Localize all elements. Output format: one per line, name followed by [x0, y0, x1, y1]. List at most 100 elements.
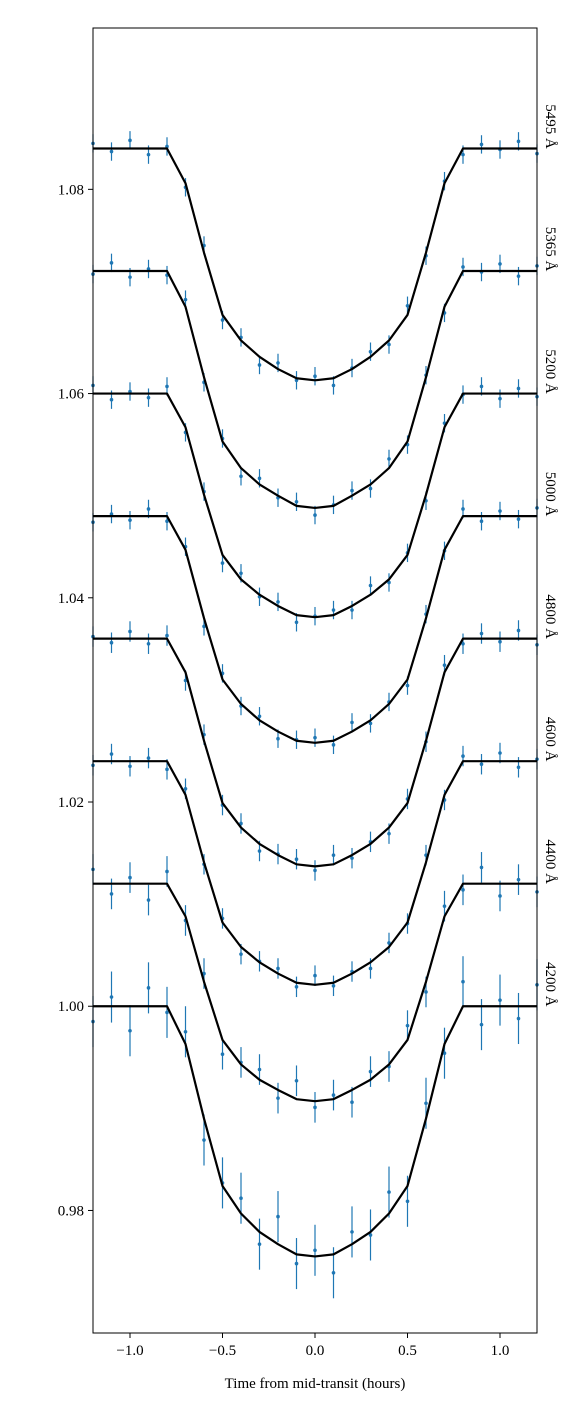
data-point — [276, 1214, 280, 1219]
model-line — [93, 147, 537, 382]
data-point — [331, 383, 336, 388]
data-point — [350, 608, 354, 612]
data-point — [479, 519, 484, 524]
data-point — [498, 262, 502, 266]
data-point — [516, 517, 521, 521]
y-tick-label: 1.00 — [58, 999, 84, 1015]
data-point — [461, 265, 465, 269]
data-point — [257, 363, 262, 367]
data-point — [516, 628, 521, 633]
data-point — [202, 971, 206, 976]
data-point — [350, 720, 354, 725]
data-point — [516, 765, 521, 770]
x-tick-label: −1.0 — [116, 1343, 143, 1359]
data-point — [220, 1052, 225, 1057]
data-point — [498, 751, 502, 755]
data-point — [387, 342, 391, 347]
model-line — [93, 882, 537, 1103]
series-label: 4800 Å — [542, 594, 558, 639]
data-point — [128, 138, 132, 143]
data-point — [109, 640, 114, 645]
data-point — [368, 349, 373, 354]
model-line — [93, 760, 537, 986]
data-point — [239, 571, 243, 576]
data-point — [368, 966, 373, 971]
data-point — [405, 1023, 410, 1028]
model-line — [93, 514, 537, 744]
data-point — [165, 1010, 169, 1015]
data-point — [331, 608, 336, 612]
data-point — [479, 865, 484, 870]
data-point — [165, 767, 169, 772]
y-tick-label: 1.04 — [58, 591, 85, 607]
x-axis-label: Time from mid-transit (hours) — [225, 1376, 406, 1392]
data-point — [516, 274, 521, 278]
data-point — [313, 973, 317, 978]
data-point — [331, 743, 336, 747]
data-point — [479, 384, 484, 389]
series-label: 4400 Å — [542, 839, 558, 884]
data-point — [442, 1051, 447, 1056]
y-tick-label: 1.02 — [58, 795, 84, 811]
data-point — [405, 1199, 410, 1204]
data-point — [128, 518, 132, 522]
series-label: 4600 Å — [542, 717, 558, 762]
data-point — [387, 1190, 391, 1194]
data-point — [516, 1016, 521, 1021]
data-point — [313, 374, 317, 379]
data-point — [257, 849, 262, 853]
data-point — [128, 275, 132, 279]
data-point — [257, 1067, 262, 1072]
data-point — [276, 1096, 280, 1100]
data-point — [146, 986, 151, 990]
data-point — [109, 995, 114, 999]
data-point — [294, 1078, 299, 1083]
data-point — [128, 875, 132, 880]
data-point — [239, 952, 243, 956]
data-point — [461, 979, 465, 984]
data-point — [183, 1029, 188, 1034]
data-point — [109, 397, 114, 402]
y-tick-label: 1.06 — [58, 387, 85, 403]
data-point — [368, 721, 373, 726]
data-point — [479, 631, 484, 636]
data-point — [276, 966, 280, 971]
data-point — [387, 457, 391, 461]
series-label: 5000 Å — [542, 472, 558, 517]
data-point — [461, 754, 465, 758]
data-point — [294, 985, 299, 989]
data-point — [461, 888, 465, 892]
data-point — [350, 1100, 354, 1105]
data-point — [350, 1230, 354, 1234]
series-label: 5200 Å — [542, 349, 558, 394]
data-point — [257, 476, 262, 481]
data-point — [202, 1138, 206, 1142]
data-point — [146, 507, 151, 511]
plot-frame — [92, 27, 538, 1334]
data-point — [479, 1022, 484, 1027]
data-point — [165, 869, 169, 874]
data-point — [498, 396, 502, 401]
data-point — [350, 856, 354, 860]
data-point — [202, 624, 206, 629]
data-point — [128, 389, 132, 394]
series-label: 5365 Å — [542, 227, 558, 272]
data-point — [516, 139, 521, 144]
data-point — [294, 500, 299, 504]
data-point — [257, 714, 262, 719]
data-point — [424, 1101, 428, 1106]
data-point — [498, 998, 502, 1002]
data-point — [146, 395, 151, 400]
data-point — [165, 633, 169, 638]
data-point — [331, 1093, 336, 1097]
data-point — [146, 756, 151, 760]
data-point — [220, 561, 225, 565]
data-point — [313, 735, 317, 740]
data-point — [498, 509, 502, 513]
data-point — [109, 892, 114, 896]
data-point — [183, 786, 188, 791]
data-point — [461, 152, 465, 157]
data-point — [146, 152, 151, 157]
data-point — [442, 663, 447, 667]
data-point — [294, 620, 299, 625]
